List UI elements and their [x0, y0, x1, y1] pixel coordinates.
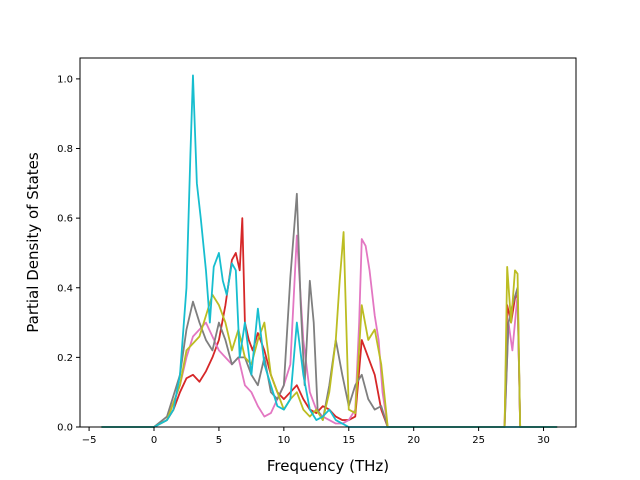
y-tick-label: 0.8	[57, 144, 73, 155]
x-tick-label: 5	[216, 435, 222, 446]
y-axis-ticks: 0.0 0.2 0.4 0.6 0.8 1.0	[57, 74, 80, 434]
y-tick-label: 0.2	[57, 353, 73, 364]
x-tick-label: 20	[407, 435, 420, 446]
series-line-5	[101, 74, 558, 428]
x-axis-ticks: −5 0 5 10 15 20 25 30	[82, 427, 550, 446]
x-tick-label: −5	[82, 435, 97, 446]
series-line-3	[101, 192, 558, 428]
x-tick-label: 10	[277, 435, 290, 446]
x-axis-label: Frequency (THz)	[267, 457, 389, 475]
axes-frame	[79, 57, 577, 428]
x-tick-label: 25	[472, 435, 485, 446]
y-axis-label: Partial Density of States	[24, 152, 42, 333]
y-tick-label: 0.0	[57, 423, 73, 434]
y-tick-label: 0.6	[57, 214, 73, 225]
y-tick-label: 0.4	[57, 283, 73, 294]
x-tick-label: 30	[537, 435, 550, 446]
x-tick-label: 0	[151, 435, 157, 446]
y-tick-label: 1.0	[57, 74, 73, 85]
x-tick-label: 15	[342, 435, 355, 446]
